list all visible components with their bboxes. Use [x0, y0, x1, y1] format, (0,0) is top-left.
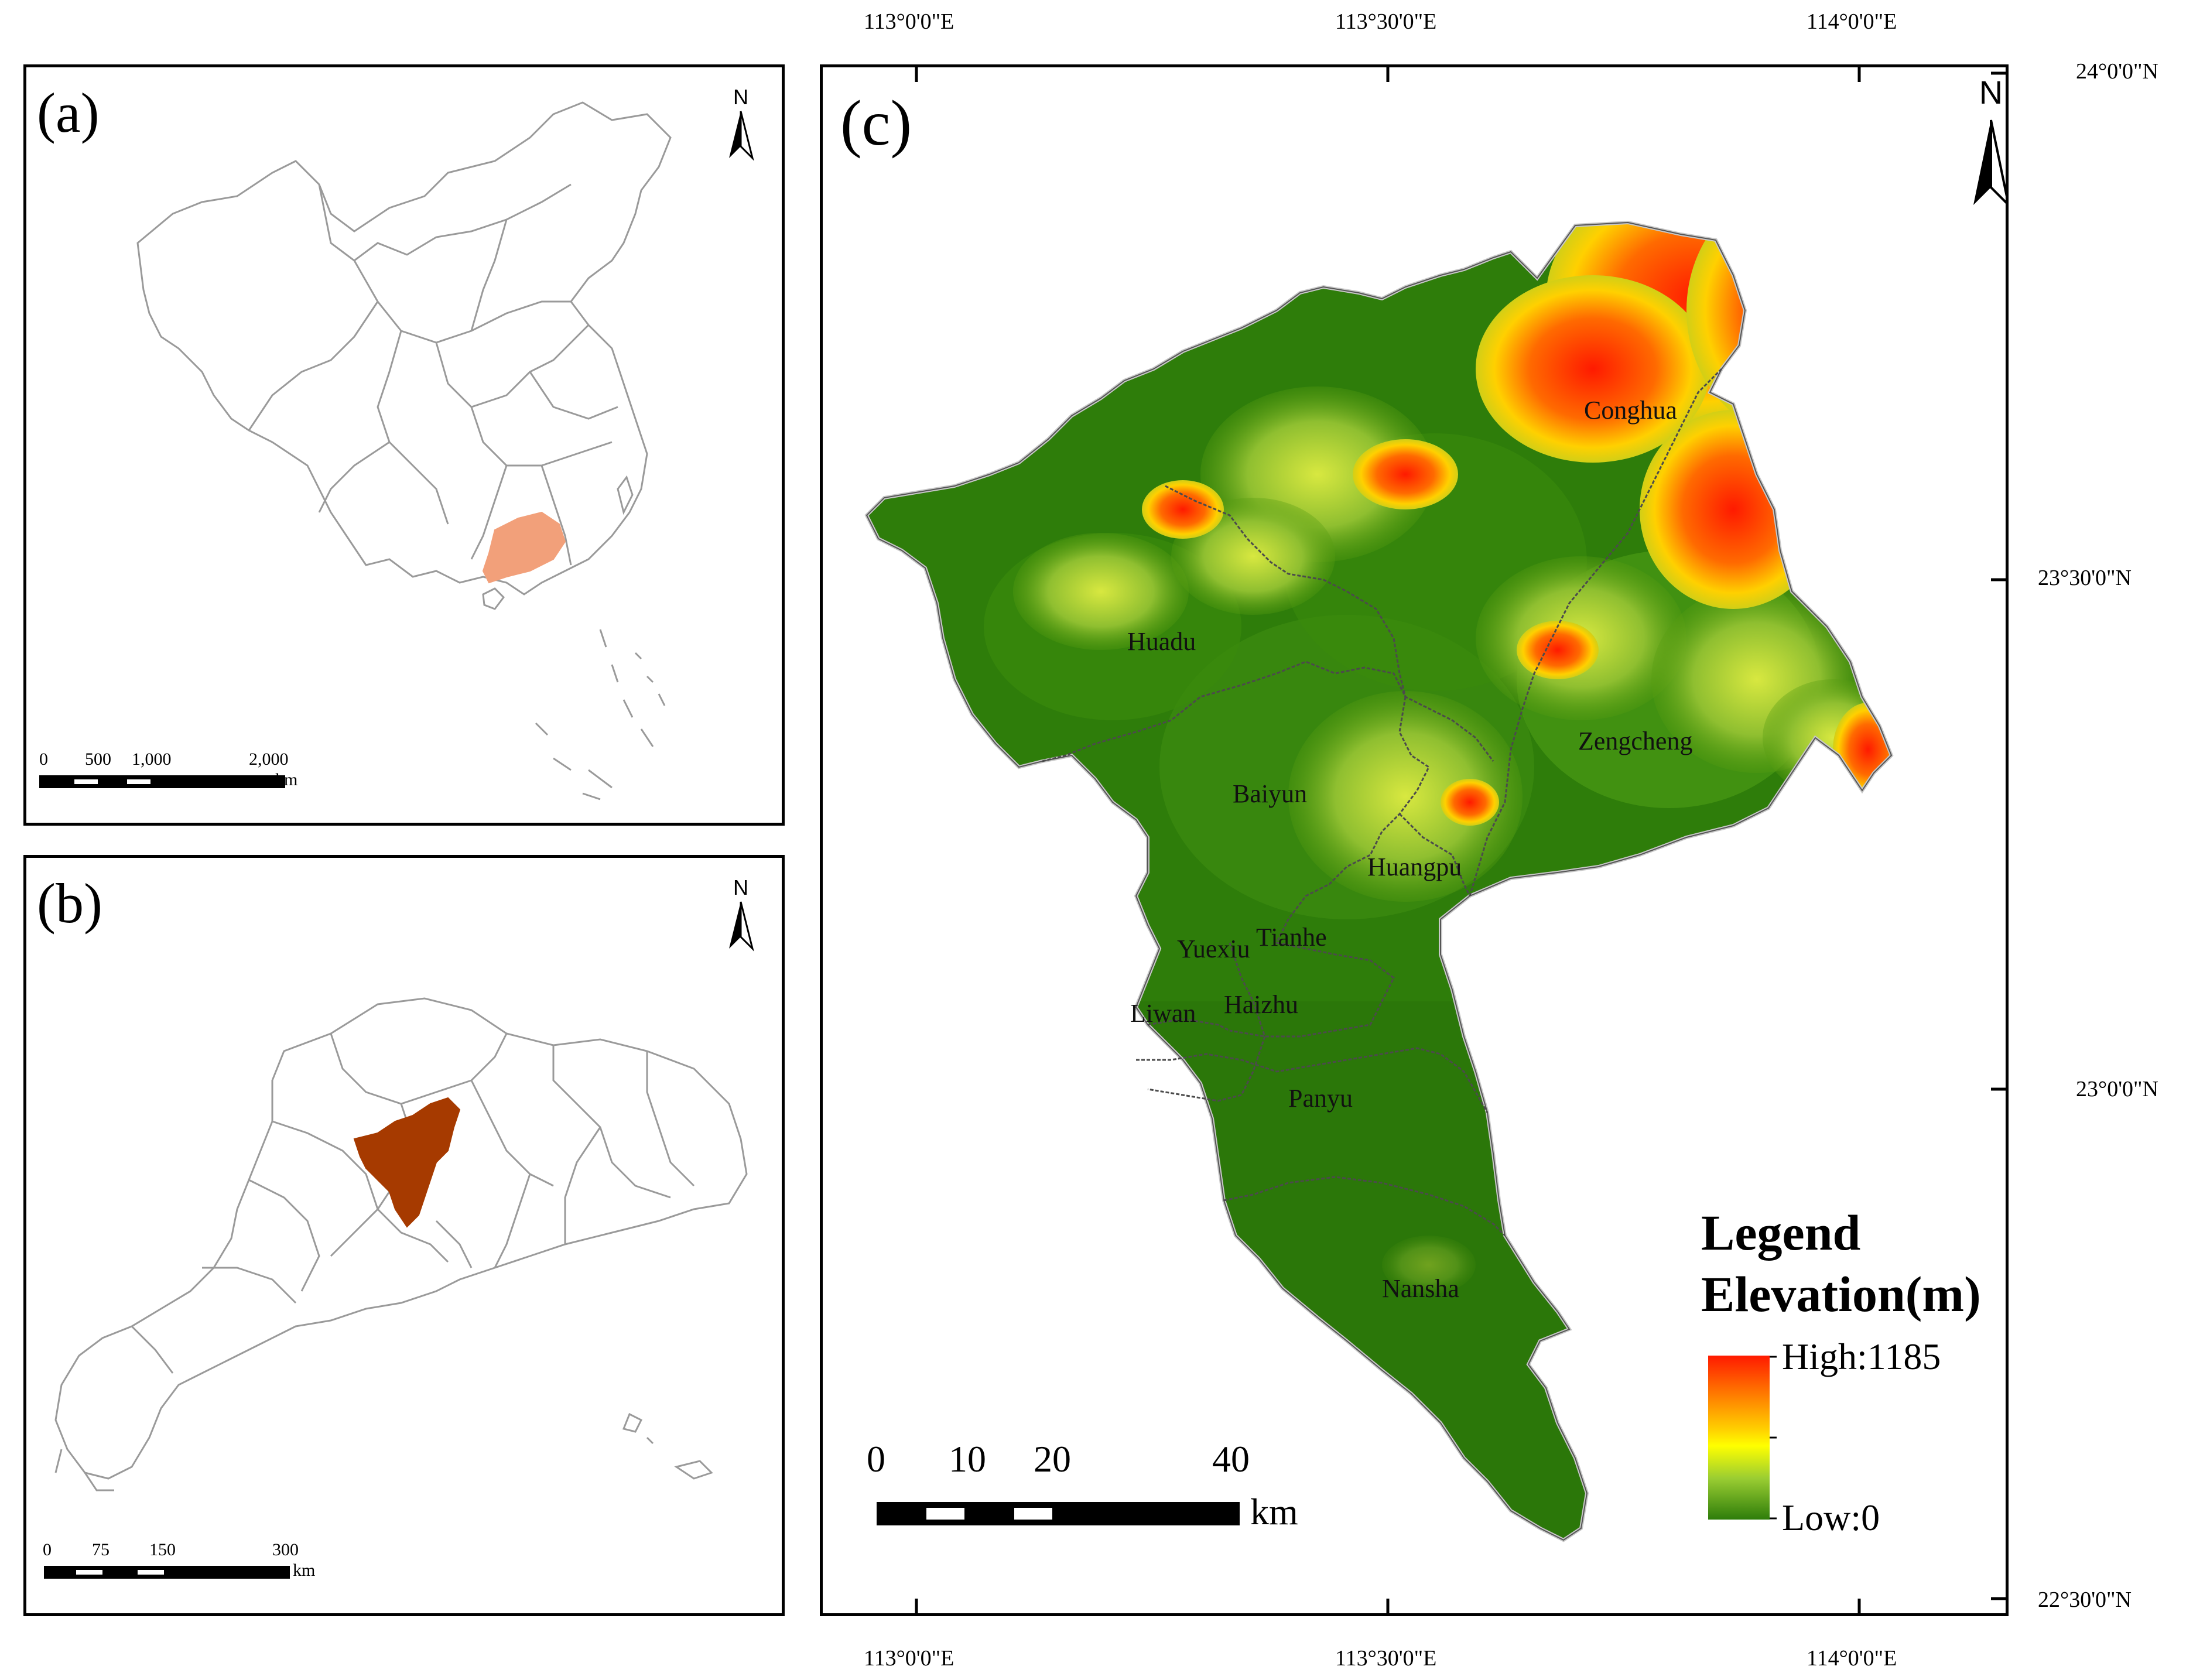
district-label-nansha: Nansha [1382, 1274, 1459, 1303]
district-label-panyu: Panyu [1288, 1084, 1353, 1113]
lat-right-1: 24°0'0"N [2076, 59, 2158, 84]
guangzhou-elevation-map [820, 64, 2009, 1616]
scale-bar-b [44, 1566, 290, 1579]
district-boundaries [1042, 368, 1723, 1237]
district-label-haizhu: Haizhu [1224, 990, 1299, 1019]
legend-title: Legend [1701, 1205, 1861, 1261]
scale-a-tick-0: 0 [39, 750, 48, 769]
lon-bottom-3: 114°0'0"E [1807, 1646, 1897, 1671]
legend-subtitle: Elevation(m) [1701, 1266, 1981, 1322]
scale-c-unit: km [1250, 1491, 1298, 1532]
scale-a-tick-3: 2,000 [249, 750, 289, 769]
lat-right-3: 23°0'0"N [2076, 1077, 2158, 1101]
scale-b-unit: km [293, 1561, 316, 1580]
district-label-yuexiu: Yuexiu [1177, 935, 1250, 963]
panel-a-china-map: (a) N [23, 64, 785, 826]
district-label-zengcheng: Zengcheng [1578, 727, 1693, 755]
legend-low-label: Low:0 [1782, 1497, 1880, 1538]
panel-b-north-arrow: N [720, 875, 761, 952]
panel-c-label: (c) [840, 87, 912, 159]
district-label-huangpu: Huangpu [1367, 853, 1462, 881]
panel-a-north-arrow: N [720, 85, 761, 161]
panel-c-north-arrow: N [1962, 73, 2006, 208]
north-arrow-icon [729, 901, 754, 952]
panel-b-guangdong-map: (b) N 0 75 1 [23, 855, 785, 1616]
scale-c-tick-2: 20 [1034, 1438, 1071, 1480]
scale-a-tick-2: 1,000 [132, 750, 172, 769]
lon-top-2: 113°30'0"E [1335, 9, 1437, 34]
legend-color-ramp [1708, 1356, 1770, 1520]
scale-c-tick-0: 0 [867, 1438, 885, 1480]
scale-c-tick-3: 40 [1212, 1438, 1250, 1480]
graticule-ticks [915, 67, 2006, 1613]
guangdong-outline-map [54, 997, 748, 1491]
panel-c-elevation-map: (c) N [820, 64, 2009, 1616]
legend-high-label: High:1185 [1782, 1336, 1941, 1377]
scale-b-tick-2: 150 [149, 1540, 176, 1559]
scale-b-tick-3: 300 [272, 1540, 299, 1559]
north-arrow-icon [729, 111, 754, 161]
north-arrow-icon [1973, 119, 2006, 205]
panel-b-label: (b) [37, 872, 102, 935]
guangzhou-highlight [353, 1097, 461, 1228]
district-label-baiyun: Baiyun [1233, 779, 1308, 808]
guangdong-highlight [482, 511, 566, 584]
lat-right-4: 22°30'0"N [2038, 1587, 2132, 1612]
scale-a-tick-1: 500 [85, 750, 111, 769]
panel-a-label: (a) [37, 81, 100, 144]
lon-top-1: 113°0'0"E [864, 9, 954, 34]
scale-b-tick-1: 75 [92, 1540, 110, 1559]
district-label-tianhe: Tianhe [1256, 923, 1327, 952]
lon-top-3: 114°0'0"E [1807, 9, 1897, 34]
scale-bar-c [877, 1502, 1240, 1525]
district-label-conghua: Conghua [1584, 396, 1677, 425]
china-outline-map [136, 101, 672, 800]
lon-bottom-1: 113°0'0"E [864, 1646, 954, 1671]
lat-right-2: 23°30'0"N [2038, 566, 2132, 590]
scale-c-tick-1: 10 [949, 1438, 986, 1480]
district-label-liwan: Liwan [1130, 999, 1196, 1028]
legend-ticks [1770, 1356, 1777, 1520]
district-label-huadu: Huadu [1127, 627, 1196, 656]
lon-bottom-2: 113°30'0"E [1335, 1646, 1437, 1671]
scale-b-tick-0: 0 [43, 1540, 52, 1559]
scale-bar-a [39, 775, 285, 788]
